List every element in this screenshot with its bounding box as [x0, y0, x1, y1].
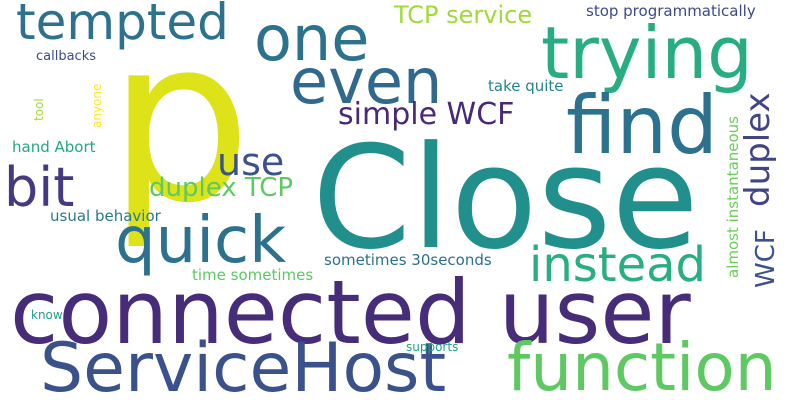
word-simple-wcf: simple WCF: [338, 97, 515, 132]
word-function: function: [507, 329, 777, 400]
word-anyone: anyone: [90, 83, 104, 128]
word-find: find: [566, 79, 718, 172]
word-hand-abort: hand Abort: [12, 138, 96, 156]
word-wcf: WCF: [751, 229, 781, 288]
word-time-sometimes: time sometimes: [192, 266, 314, 284]
word-callbacks: callbacks: [36, 49, 97, 64]
word-bit: bit: [4, 156, 75, 219]
word-almost-instantaneous: almost instantaneous: [724, 116, 742, 278]
word-usual-behavior: usual behavior: [50, 207, 161, 225]
word-duplex-tcp: duplex TCP: [149, 173, 294, 203]
word-take-quite: take quite: [488, 77, 564, 95]
word-use: use: [217, 140, 285, 184]
word-quick: quick: [115, 204, 287, 278]
word-tool: tool: [32, 98, 46, 121]
word-even: even: [290, 45, 443, 118]
word-duplex: duplex: [738, 92, 778, 207]
word-one: one: [254, 2, 370, 75]
word-tempted: tempted: [16, 0, 229, 51]
word-close: Close: [312, 116, 699, 281]
word-connected-user: connected user: [10, 261, 691, 364]
word-supports: supports: [406, 340, 459, 354]
word-sometimes-30seconds: sometimes 30seconds: [324, 251, 492, 269]
word-tcp-service: TCP service: [394, 1, 533, 29]
word-p: p: [108, 0, 252, 253]
word-servicehost: ServiceHost: [40, 329, 447, 400]
word-stop-programmatically: stop programmatically: [586, 2, 756, 20]
word-know: know: [31, 308, 63, 322]
word-instead: instead: [529, 237, 706, 293]
word-trying: trying: [541, 11, 753, 95]
